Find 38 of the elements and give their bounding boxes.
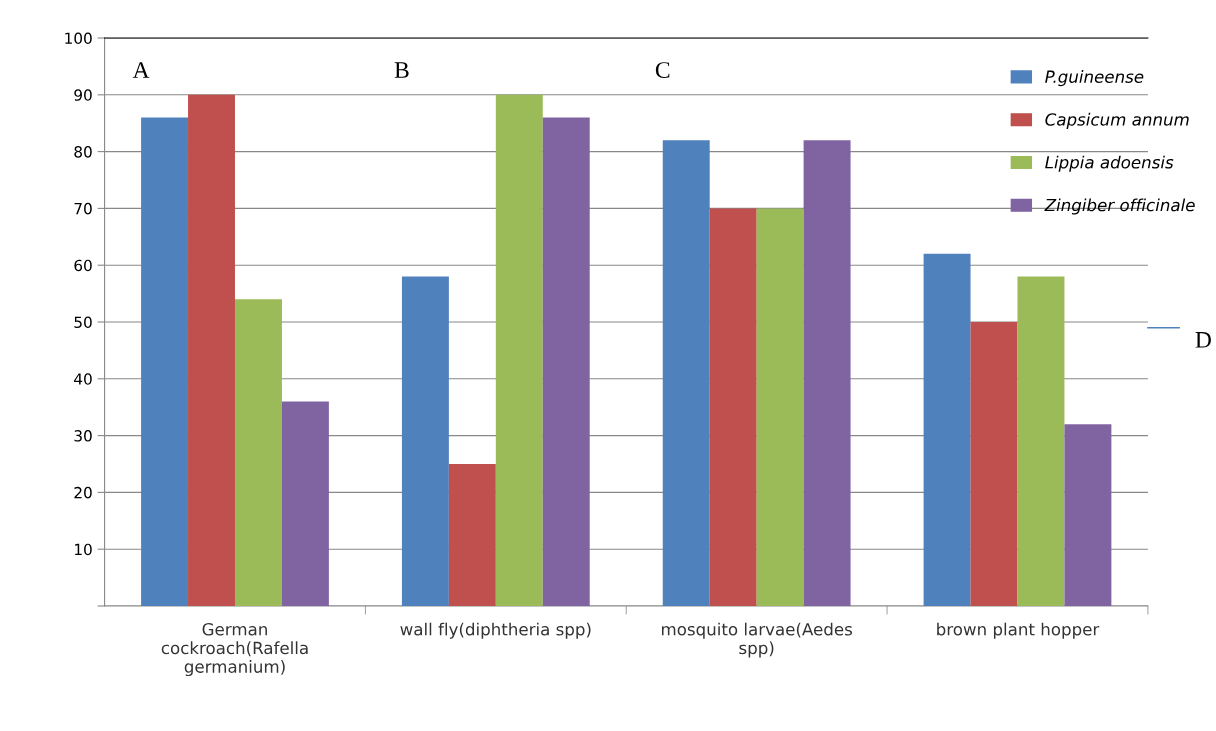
- legend-label: Capsicum annum: [1045, 112, 1189, 129]
- y-tick-label: 90: [74, 89, 92, 101]
- x-tick-label: German cockroach(Rafella germanium): [161, 622, 308, 677]
- bar: [709, 208, 757, 606]
- text: D: [1195, 332, 1211, 348]
- legend-label: Lippia adoensis: [1045, 155, 1174, 172]
- x-tick-label: brown plant hopper: [937, 622, 1100, 639]
- y-tick-label: 20: [74, 486, 92, 499]
- y-tick-label: 80: [74, 146, 92, 158]
- bar: [756, 208, 804, 606]
- annotation: C: [655, 62, 670, 78]
- y-tick-label: 50: [74, 316, 92, 329]
- x-tick-label: mosquito larvae(Aedes spp): [662, 622, 852, 658]
- bar: [188, 94, 235, 606]
- y-tick-label: 30: [74, 430, 92, 442]
- annotation: B: [394, 62, 409, 78]
- bar: [542, 117, 590, 606]
- bar: [234, 299, 282, 606]
- y-tick-label: 10: [75, 543, 92, 556]
- y-tick-label: 100: [65, 32, 92, 45]
- x-tick-label: wall fly(diphtheria spp): [400, 622, 591, 639]
- legend-label: Zingiber officinale: [1044, 198, 1195, 215]
- bar: [970, 322, 1018, 606]
- bar: [923, 253, 971, 606]
- bar: [803, 140, 851, 606]
- legend-label: P.guineense: [1045, 70, 1144, 87]
- y-tick-label: 40: [74, 373, 92, 385]
- y-tick-label: 60: [74, 259, 92, 272]
- bar: [495, 94, 543, 606]
- y-tick-label: 70: [74, 202, 92, 215]
- bar: [662, 140, 710, 606]
- bar: [448, 464, 496, 606]
- bar: [1064, 424, 1112, 606]
- bar: [401, 276, 449, 606]
- annotation: A: [132, 62, 150, 78]
- bar: [281, 401, 329, 606]
- bar: [1017, 276, 1065, 606]
- bar: [141, 117, 189, 606]
